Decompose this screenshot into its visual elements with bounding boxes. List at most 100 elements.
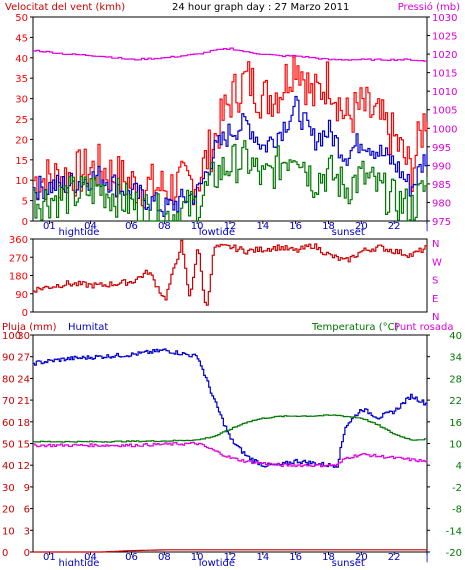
x-tick-label: | — [425, 552, 428, 563]
x-tick-label: 06 — [125, 221, 138, 232]
x-tick-label: 14 — [256, 552, 269, 563]
wind-tick-label: 35 — [15, 74, 28, 85]
x-tick-label: 20 — [355, 552, 368, 563]
compass-letter: N — [432, 312, 439, 323]
pressure-tick-label: 980 — [432, 198, 451, 209]
x-tick-label: 10 — [191, 552, 204, 563]
rain-tick-label: 30 — [17, 331, 30, 342]
direction-tick-label: 180 — [9, 272, 28, 283]
x-tick-label: 12 — [224, 221, 237, 232]
x-tick-label: | — [425, 221, 428, 232]
x-tick-label: 01 — [43, 221, 56, 232]
pressure-tick-label: 1025 — [432, 32, 457, 43]
x-tick-label: 04 — [84, 552, 97, 563]
humidity-tick-label: 20 — [2, 505, 15, 516]
temperature-tick-label: 4 — [456, 461, 462, 472]
x-tick-label: 08 — [158, 552, 171, 563]
x-tick-label: 16 — [289, 221, 302, 232]
humidity-tick-label: 10 — [2, 526, 15, 537]
rain-tick-label: 6 — [24, 505, 30, 516]
wind-tick-label: 5 — [22, 197, 28, 208]
event-label: lowtide — [199, 558, 235, 566]
x-tick-label: 04 — [84, 221, 97, 232]
event-label: sunset — [332, 227, 365, 238]
humidity-tick-label: 90 — [2, 353, 15, 364]
temperature-tick-label: -8 — [452, 505, 462, 516]
pressure-line — [33, 47, 428, 62]
x-tick-label: 12 — [224, 552, 237, 563]
rain-tick-label: 15 — [17, 440, 30, 451]
wind-tick-label: 45 — [15, 33, 28, 44]
wind-average-line — [33, 95, 428, 217]
pressure-tick-label: 1005 — [432, 106, 457, 117]
temperature-tick-label: -20 — [446, 548, 462, 559]
direction-tick-label: 270 — [9, 253, 28, 264]
pressure-tick-label: 990 — [432, 161, 451, 172]
x-tick-label: 14 — [256, 221, 269, 232]
rain-axis-label: Pluja (mm) — [2, 322, 57, 333]
compass-letter: W — [432, 257, 442, 268]
rain-tick-label: 12 — [17, 461, 30, 472]
humidity-tick-label: 0 — [2, 548, 8, 559]
compass-letter: N — [432, 239, 439, 250]
pressure-axis-label: Pressió (mb) — [398, 1, 460, 13]
wind-tick-label: 50 — [15, 13, 28, 24]
x-tick-label: 16 — [289, 552, 302, 563]
temperature-axis-label: Temperatura (°C) — [311, 322, 399, 333]
x-tick-label: 10 — [191, 221, 204, 232]
wind-gust-line — [33, 56, 428, 209]
temperature-tick-label: 16 — [449, 418, 462, 429]
wind-minimum-line — [33, 140, 428, 222]
pressure-tick-label: 1010 — [432, 87, 457, 98]
humidity-tick-label: 40 — [2, 461, 15, 472]
dew-point-line — [33, 441, 428, 468]
rain-tick-label: 0 — [24, 548, 30, 559]
compass-letter: E — [432, 294, 438, 305]
temperature-tick-label: -14 — [446, 526, 462, 537]
wind-tick-label: 10 — [15, 176, 28, 187]
wind-tick-label: 30 — [15, 95, 28, 106]
humidity-tick-label: 70 — [2, 396, 15, 407]
rain-line — [33, 549, 427, 553]
x-tick-label: 22 — [388, 221, 401, 232]
humidity-tick-label: 80 — [2, 374, 15, 385]
wind-tick-label: 40 — [15, 54, 28, 65]
x-tick-label: 22 — [388, 552, 401, 563]
direction-tick-label: 0 — [22, 308, 28, 319]
wind-tick-label: 15 — [15, 156, 28, 167]
dew-point-axis-label: Punt rosada — [394, 322, 453, 333]
axes-layer: 0510152025303540455097598098599099510001… — [2, 13, 462, 569]
rain-tick-label: 18 — [17, 418, 30, 429]
pressure-tick-label: 995 — [432, 143, 451, 154]
direction-tick-label: 90 — [15, 290, 28, 301]
humidity-tick-label: 100 — [2, 331, 21, 342]
plots-layer — [33, 47, 428, 553]
event-label: hightide — [58, 227, 99, 238]
wind-direction-line — [33, 239, 428, 306]
pressure-tick-label: 1020 — [432, 50, 457, 61]
rain-tick-label: 27 — [17, 353, 30, 364]
pressure-tick-label: 1000 — [432, 124, 457, 135]
temperature-line — [33, 414, 428, 443]
x-tick-label: 18 — [322, 221, 335, 232]
event-label: sunset — [332, 558, 365, 566]
humidity-tick-label: 50 — [2, 440, 15, 451]
event-label: hightide — [58, 558, 99, 566]
temperature-tick-label: 34 — [449, 353, 462, 364]
direction-tick-label: 360 — [9, 235, 28, 246]
humidity-axis-label: Humitat — [68, 322, 108, 333]
x-tick-label: 01 — [43, 552, 56, 563]
x-tick-label: 20 — [355, 221, 368, 232]
rain-tick-label: 24 — [17, 374, 30, 385]
temperature-tick-label: 10 — [449, 440, 462, 451]
temperature-tick-label: 40 — [449, 331, 462, 342]
humidity-line — [33, 348, 428, 468]
chart-title: 24 hour graph day : 27 Marzo 2011 — [172, 2, 349, 13]
wind-tick-label: 0 — [22, 217, 28, 228]
rain-tick-label: 21 — [17, 396, 30, 407]
rain-tick-label: 3 — [24, 526, 30, 537]
humidity-tick-label: 60 — [2, 418, 15, 429]
wind-tick-label: 25 — [15, 115, 28, 126]
x-tick-label: 06 — [125, 552, 138, 563]
